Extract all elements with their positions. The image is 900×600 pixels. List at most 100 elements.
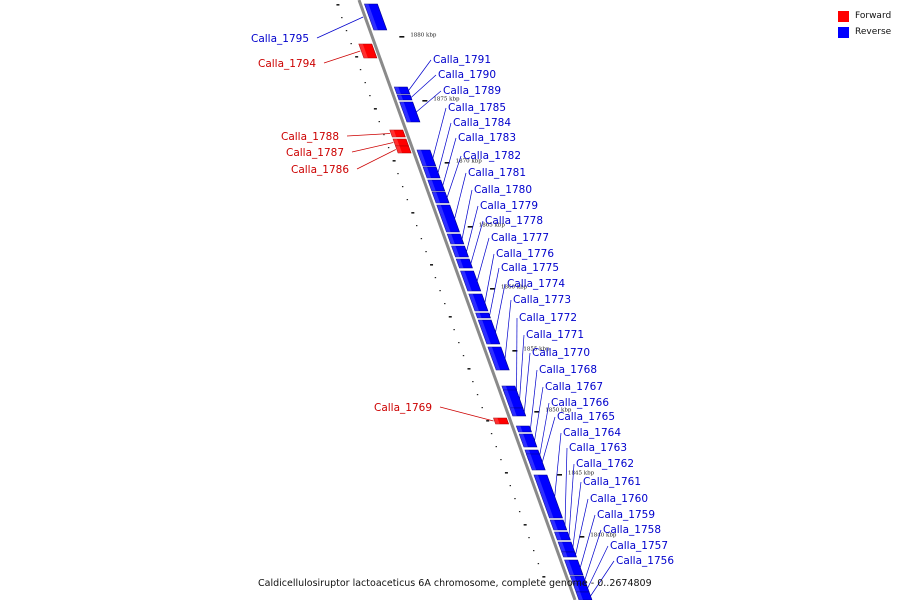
gene-shade [478,320,491,344]
leader-Calla_1779 [466,205,479,252]
gene-Calla_1795 [364,3,388,31]
gene-label-Calla_1784: Calla_1784 [453,117,511,129]
gene-label-Calla_1767: Calla_1767 [545,381,603,393]
gene-label-Calla_1773: Calla_1773 [513,294,571,306]
leader-Calla_1789 [416,90,442,113]
scale-dot [434,277,437,279]
leader-Calla_1763 [564,447,568,526]
gene-shade [468,294,479,311]
leader-Calla_1776 [484,253,495,303]
gene-Calla_1769 [493,417,510,425]
scale-dot [341,17,343,19]
scale-dot [359,69,362,71]
gene-label-Calla_1785: Calla_1785 [448,102,506,114]
gene-Calla_1785 [416,149,437,167]
leader-Calla_1781 [454,172,467,219]
leader-Calla_1786 [356,149,396,170]
leader-Calla_1758 [584,529,602,581]
gene-Calla_1759 [564,559,584,576]
scale-dot [518,511,521,513]
gene-Calla_1790 [396,94,413,101]
scale-dot [430,264,434,266]
gene-shade [358,44,368,58]
tick-label: 1865 kbp [479,223,506,229]
gene-shade [451,246,460,257]
genome-caption: Caldicellulosiruptor lactoaceticus 6A ch… [258,578,652,589]
scale-dot [397,173,399,175]
gene-label-Calla_1763: Calla_1763 [569,442,627,454]
leader-Calla_1756 [590,560,615,597]
gene-label-Calla_1780: Calla_1780 [474,184,532,196]
gene-Calla_1763 [549,519,568,531]
gene-Calla_1791 [393,86,411,95]
tick-mark [490,288,496,290]
scale-dot [542,576,546,578]
leader-Calla_1760 [575,498,589,555]
gene-shade [503,390,514,408]
gene-Calla_1781 [436,204,460,233]
gene-label-Calla_1761: Calla_1761 [583,476,641,488]
leader-Calla_1757 [587,545,609,589]
leader-Calla_1765 [541,416,556,463]
gene-Calla_1788 [389,129,406,138]
gene-shade [550,520,558,530]
gene-shade [558,542,566,552]
scale-dot [481,407,483,409]
tick-mark [557,474,562,476]
gene-Calla_1783 [427,179,446,192]
gene-label-Calla_1794: Calla_1794 [258,58,316,70]
scale-dot [514,498,516,500]
tick-mark [512,350,518,352]
scale-dot [462,355,465,357]
scale-dot [383,134,385,136]
gene-label-Calla_1789: Calla_1789 [443,85,501,97]
gene-label-Calla_1775: Calla_1775 [501,262,559,274]
gene-label-Calla_1772: Calla_1772 [519,312,577,324]
gene-Calla_1770 [509,407,527,417]
scale-dot [504,472,508,474]
gene-Calla_1773 [487,346,510,371]
gene-Calla_1776 [468,293,489,312]
gene-label-Calla_1774: Calla_1774 [507,278,565,290]
gene-label-Calla_1758: Calla_1758 [603,524,661,536]
scale-dot [378,121,380,123]
gene-shade [456,259,464,268]
gene-shade [460,271,472,291]
tick-mark [467,226,473,228]
gene-shade [364,4,378,30]
tick-label: 1855 kbp [523,347,550,353]
leader-Calla_1768 [530,369,538,430]
gene-shade [393,139,400,146]
gene-label-Calla_1783: Calla_1783 [458,132,516,144]
gene-shade [519,434,528,447]
scale-dot [416,225,418,227]
scale-dot [486,420,490,422]
gene-shade [561,552,568,557]
scale-dot [387,147,390,149]
scale-dot [401,186,404,188]
scale-dot [364,82,366,84]
scale-dot [467,368,471,370]
scale-dot [425,251,427,253]
gene-label-Calla_1760: Calla_1760 [590,493,648,505]
leader-Calla_1784 [437,122,452,173]
legend-forward-label: Forward [855,11,892,21]
label-leader-lines [316,16,615,597]
gene-shade [432,192,441,203]
leader-Calla_1761 [572,481,582,548]
scale-dot [336,4,340,6]
scale-dot [439,290,441,292]
gene-shade [399,102,411,122]
gene-Calla_1778 [455,258,473,269]
gene-labels: Calla_1795 Calla_1794 Calla_1791 Calla_1790… [251,33,674,567]
tick-label: 1870 kbp [456,159,483,165]
legend-forward: Forward [838,8,891,24]
gene-label-Calla_1791: Calla_1791 [433,54,491,66]
gene-shade [487,347,501,370]
gene-label-Calla_1788: Calla_1788 [281,131,339,143]
leader-Calla_1762 [568,463,575,537]
legend: Forward Reverse [838,8,891,40]
leader-Calla_1777 [476,237,490,282]
kbp-ticks: 1880 kbp 1875 kbp 1870 kbp 1865 kbp 1860 kbp… [399,33,617,539]
reverse-swatch [838,26,849,38]
